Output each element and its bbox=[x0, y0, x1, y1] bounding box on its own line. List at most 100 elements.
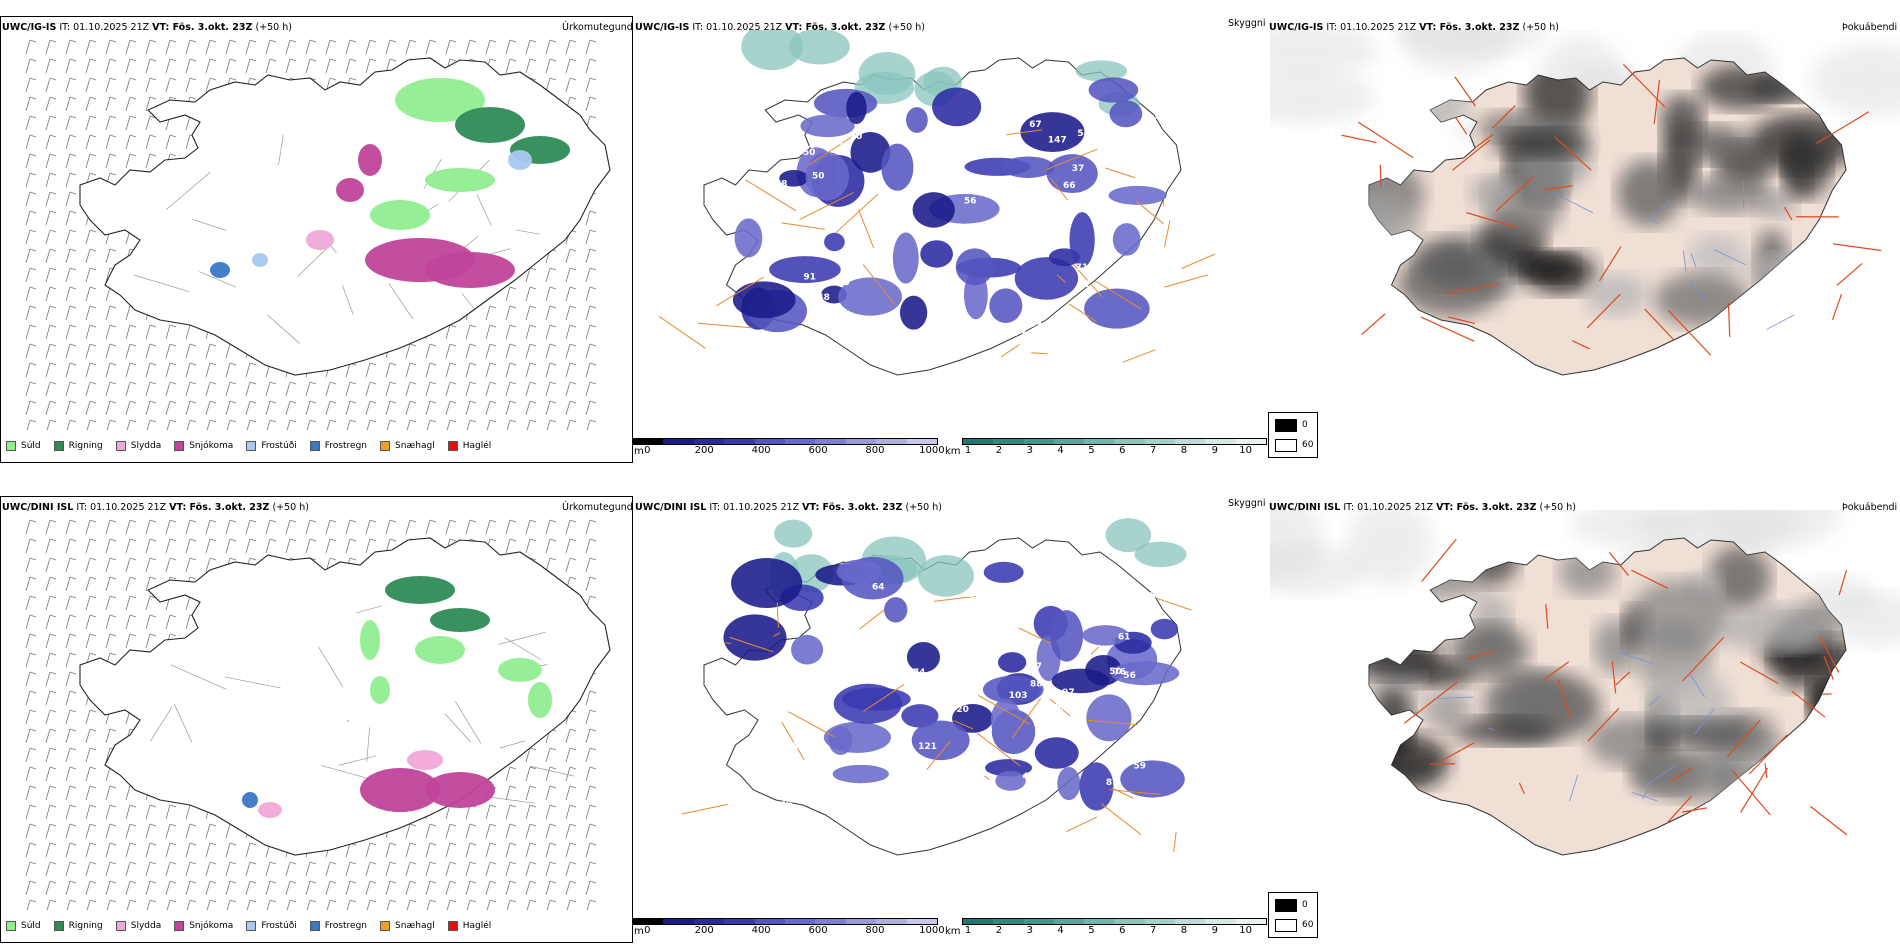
colorbar-tick-label: 4 bbox=[1057, 925, 1064, 936]
fog-index-area bbox=[1629, 579, 1731, 654]
wind-barb bbox=[446, 419, 457, 430]
wind-barb bbox=[285, 519, 297, 535]
wind-barb bbox=[145, 115, 157, 131]
wind-barb bbox=[105, 614, 117, 630]
road-line bbox=[858, 609, 885, 630]
colorbar-segment bbox=[906, 919, 938, 924]
wind-barb bbox=[145, 538, 157, 554]
legend-swatch bbox=[174, 921, 185, 931]
road-line bbox=[1466, 649, 1497, 660]
wind-barb bbox=[545, 362, 557, 378]
wind-barb bbox=[66, 419, 77, 430]
wind-barb bbox=[585, 576, 597, 592]
wind-barb bbox=[525, 842, 537, 858]
road-line bbox=[388, 283, 414, 320]
colorbar-tick-label: 10 bbox=[1239, 925, 1253, 936]
precip-area bbox=[498, 658, 542, 682]
fog-index-area bbox=[1369, 113, 1409, 165]
wind-barb bbox=[505, 324, 517, 340]
colorbar-tick-label: 1 bbox=[964, 925, 972, 936]
wind-barb bbox=[525, 58, 537, 74]
model-name: UWC/IG-IS bbox=[2, 22, 57, 33]
wind-barb bbox=[185, 842, 197, 858]
precip-area bbox=[360, 620, 380, 660]
wind-barb bbox=[245, 861, 257, 877]
wind-barb bbox=[445, 519, 457, 535]
wind-barb bbox=[585, 381, 597, 397]
wind-barb bbox=[245, 842, 257, 858]
wind-barb bbox=[425, 519, 437, 535]
wind-barb bbox=[25, 880, 37, 896]
wind-barb bbox=[205, 39, 217, 55]
wind-barb bbox=[425, 842, 437, 858]
cloud-base-area bbox=[833, 683, 902, 724]
road-line bbox=[149, 707, 173, 742]
wind-barb bbox=[85, 381, 97, 397]
wind-barb bbox=[185, 343, 197, 359]
wind-barb bbox=[65, 305, 77, 321]
colorbar-segment bbox=[785, 439, 816, 444]
road-line bbox=[1587, 707, 1620, 742]
road-line bbox=[1518, 782, 1525, 795]
wind-barb bbox=[205, 861, 217, 877]
cloud-base-value: 50 bbox=[812, 172, 825, 182]
precip-area bbox=[306, 230, 334, 250]
wind-barb bbox=[466, 899, 477, 910]
cloud-base-value: 44 bbox=[1063, 662, 1076, 672]
colorbar-segment bbox=[1175, 439, 1206, 444]
wind-barb bbox=[226, 419, 237, 430]
wind-barb bbox=[125, 77, 137, 93]
wind-barb bbox=[585, 519, 597, 535]
cloud-base-area bbox=[1051, 668, 1110, 694]
precip-area bbox=[425, 168, 495, 192]
precip-area bbox=[430, 608, 490, 632]
visibility-area bbox=[788, 30, 850, 65]
colorbar-tick-label: 0 bbox=[644, 925, 651, 936]
road-line bbox=[1451, 139, 1491, 171]
wind-barb bbox=[325, 381, 337, 397]
wind-barb bbox=[25, 172, 37, 188]
wind-barb bbox=[585, 557, 597, 573]
road-line bbox=[1644, 308, 1675, 342]
fog-index-area bbox=[1637, 751, 1745, 801]
wind-barb bbox=[245, 880, 257, 896]
wind-barb bbox=[145, 519, 157, 535]
cloud-base-value: 44 bbox=[1080, 290, 1093, 300]
cloud-base-value: 20 bbox=[956, 705, 969, 715]
ptype-panel-header: UWC/IG-IS IT: 01.10.2025 21Z VT: Fös. 3.… bbox=[2, 22, 292, 33]
cloud-base-value: 50 bbox=[1109, 667, 1122, 677]
river-line bbox=[1690, 252, 1697, 268]
wind-barb bbox=[285, 381, 297, 397]
colorbar-segment bbox=[1053, 439, 1085, 444]
wind-barb bbox=[505, 823, 517, 839]
wind-barb bbox=[385, 362, 397, 378]
road-line bbox=[681, 803, 728, 815]
wind-barb bbox=[585, 804, 597, 820]
cloud-base-value: 68 bbox=[775, 180, 788, 190]
cloud-base-value: 48 bbox=[817, 293, 830, 303]
wind-barb bbox=[125, 400, 137, 416]
colorbar-segment bbox=[1053, 919, 1085, 924]
wind-barb bbox=[45, 153, 57, 169]
wind-barb bbox=[105, 115, 117, 131]
wind-barb bbox=[25, 229, 37, 245]
ptype-panel-frame bbox=[0, 16, 633, 463]
wind-barb bbox=[105, 362, 117, 378]
wind-barb bbox=[25, 823, 37, 839]
cloudbase-colorbar: 0 200 400 600 800 1000 bbox=[632, 918, 945, 937]
legend-label: Snjókoma bbox=[189, 441, 234, 451]
road-line bbox=[1475, 134, 1494, 148]
wind-barb bbox=[85, 286, 97, 302]
legend-label: Haglél bbox=[462, 441, 492, 451]
road-line bbox=[716, 276, 765, 307]
cloud-base-value: 39 bbox=[919, 634, 932, 644]
road-line bbox=[1726, 719, 1761, 758]
road-line bbox=[1492, 105, 1516, 129]
legend-swatch bbox=[246, 921, 257, 931]
fog-index-area bbox=[1643, 718, 1751, 749]
fog-index-area bbox=[1699, 64, 1785, 110]
cloud-base-value: 66 bbox=[1039, 725, 1052, 735]
wind-barb bbox=[265, 39, 277, 55]
wind-barb bbox=[85, 343, 97, 359]
wind-barb bbox=[125, 538, 137, 554]
